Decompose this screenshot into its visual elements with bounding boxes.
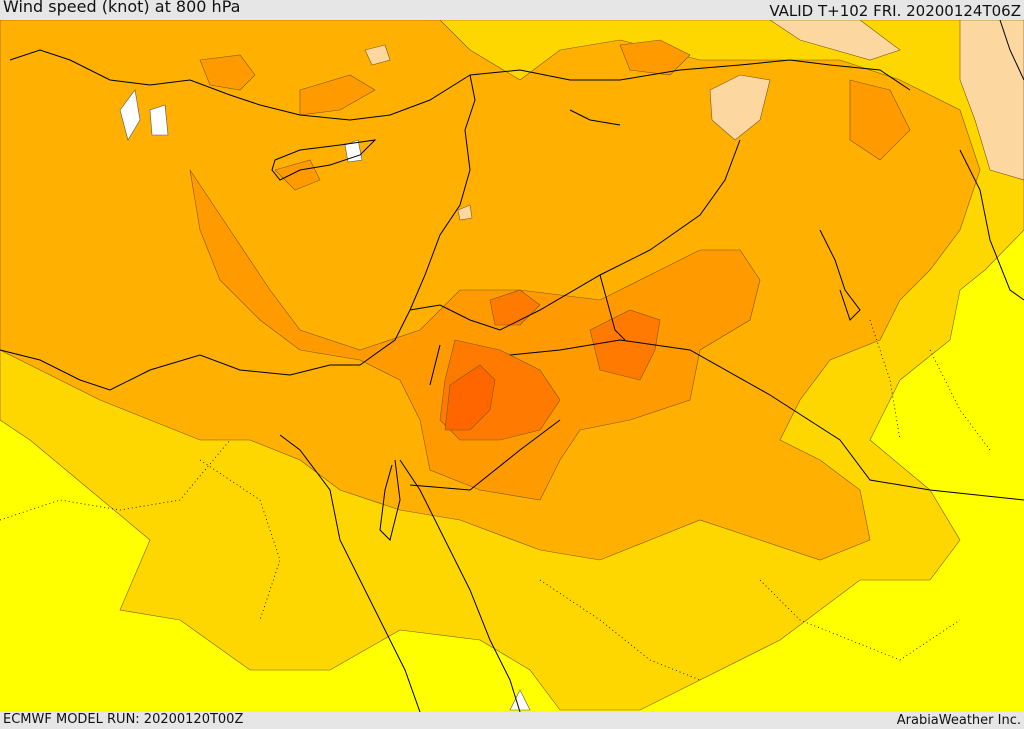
- wind-band-6: [444, 364, 496, 431]
- wind-band-4: [189, 169, 761, 501]
- coastlines-and-borders: [0, 20, 1024, 712]
- wind-speed-map: [0, 20, 1024, 712]
- header-bar: Wind speed (knot) at 800 hPa VALID T+102…: [0, 0, 1024, 20]
- wind-band-north: [199, 39, 911, 191]
- wind-band-light: [364, 20, 1024, 221]
- model-run-label: ECMWF MODEL RUN: 20200120T00Z: [3, 712, 244, 727]
- calm-areas: [119, 89, 531, 711]
- map-title: Wind speed (knot) at 800 hPa: [3, 0, 241, 16]
- footer-bar: ECMWF MODEL RUN: 20200120T00Z ArabiaWeat…: [0, 712, 1024, 729]
- valid-time-label: VALID T+102 FRI. 20200124T06Z: [769, 2, 1021, 20]
- credit-label: ArabiaWeather Inc.: [896, 713, 1021, 728]
- dotted-boundaries: [0, 319, 991, 681]
